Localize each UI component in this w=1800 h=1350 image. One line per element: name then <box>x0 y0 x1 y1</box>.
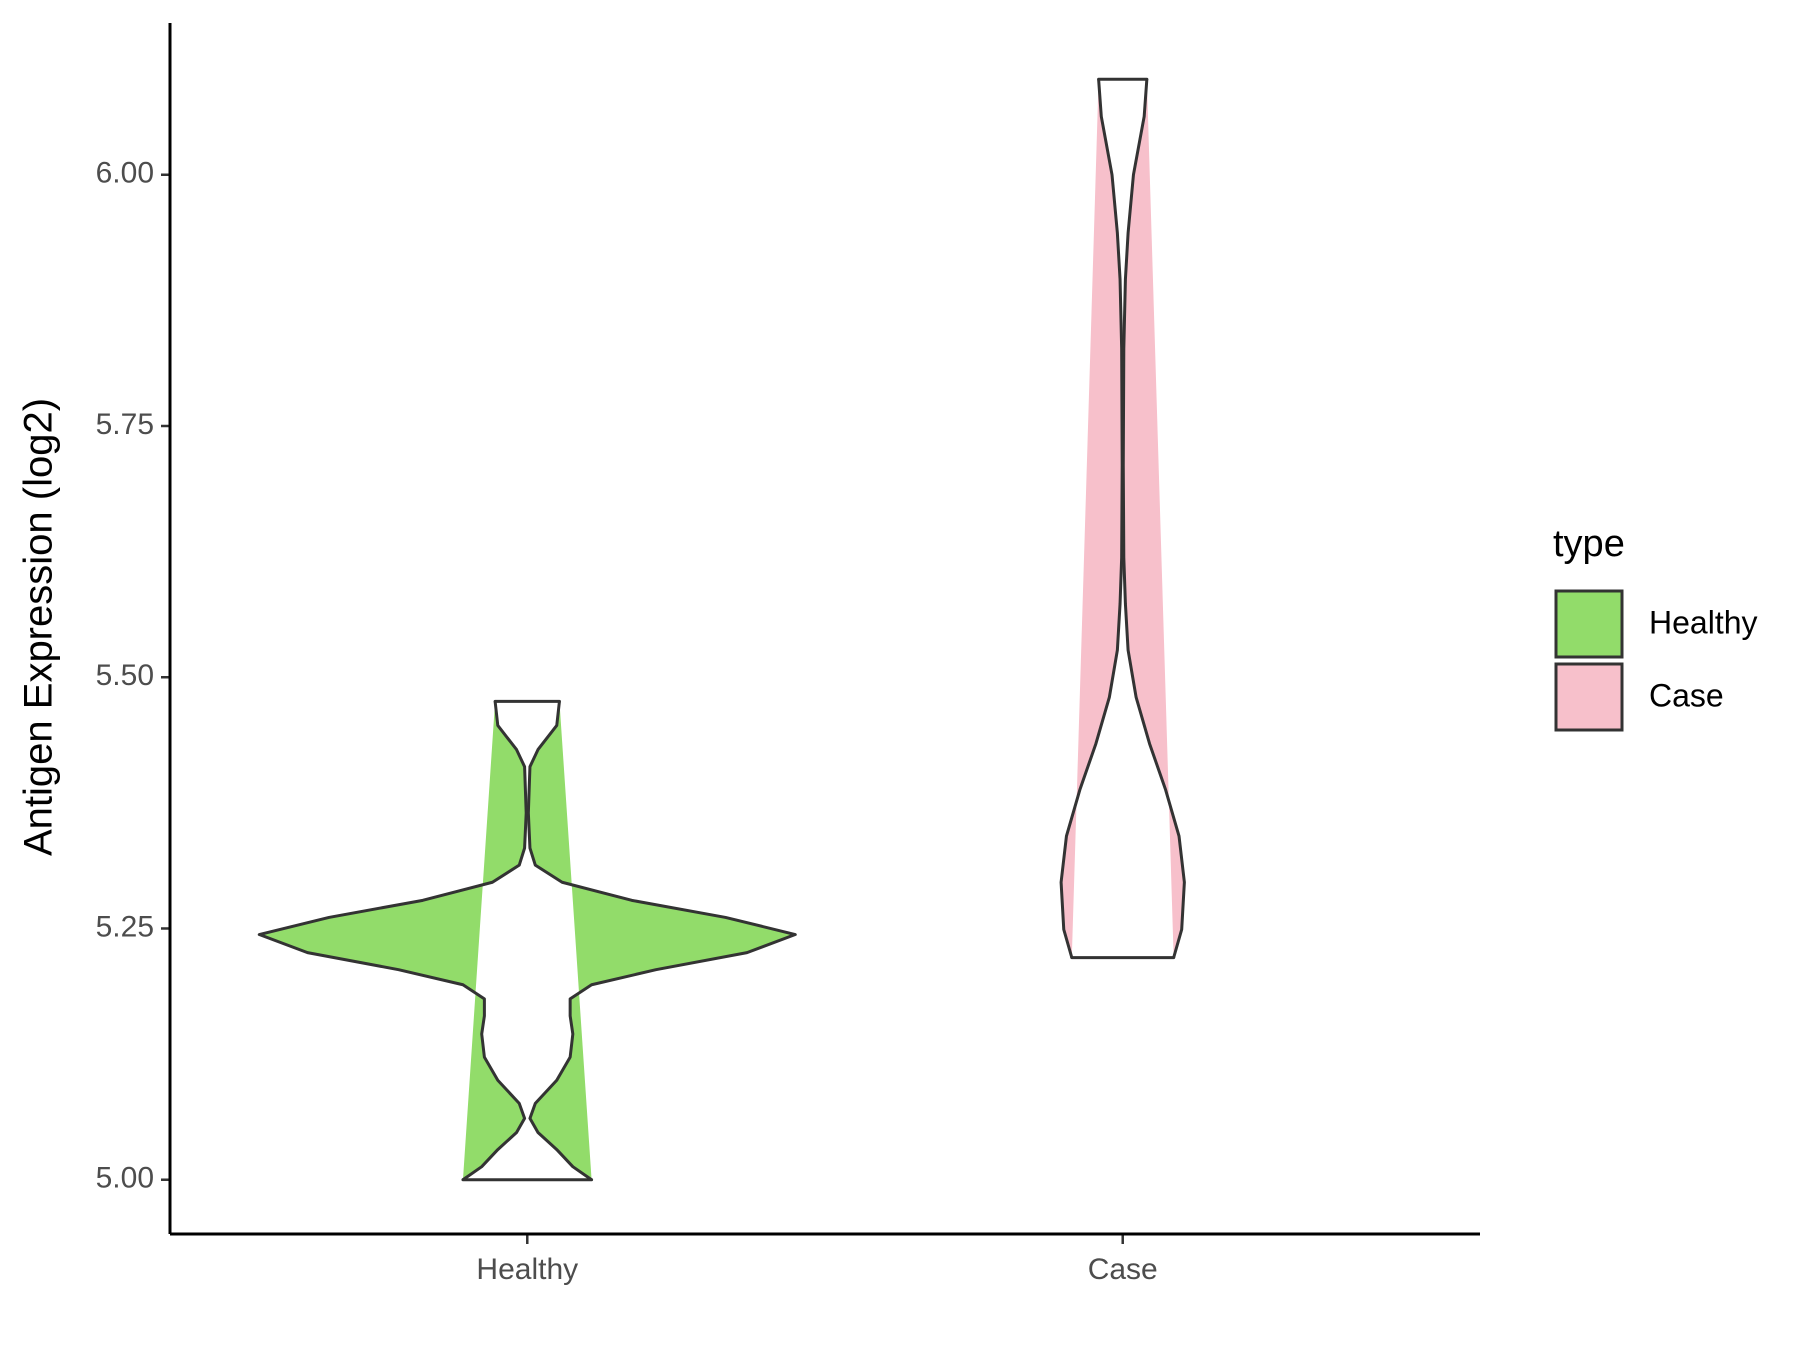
legend-label: Case <box>1649 677 1724 713</box>
violin-half <box>1061 79 1123 958</box>
violin-half <box>528 701 796 1180</box>
x-tick-label: Healthy <box>476 1253 578 1286</box>
violin-outline <box>1059 79 1124 959</box>
legend-title: type <box>1553 523 1625 565</box>
y-tick-label: 5.75 <box>96 408 154 441</box>
violin-half <box>1123 79 1185 958</box>
violin-half <box>259 701 527 1180</box>
legend-key <box>1554 662 1624 732</box>
violin-outline <box>257 701 528 1181</box>
violin-outline <box>1121 79 1186 959</box>
y-tick-label: 5.50 <box>96 659 154 692</box>
violin-outline <box>526 701 797 1181</box>
y-tick-label: 5.25 <box>96 910 154 943</box>
legend-label: Healthy <box>1649 604 1758 640</box>
legend-key <box>1554 589 1624 659</box>
y-tick-label: 6.00 <box>96 157 154 190</box>
y-tick-label: 5.00 <box>96 1162 154 1195</box>
y-axis-title: Antigen Expression (log2) <box>17 398 61 856</box>
x-tick-label: Case <box>1088 1253 1158 1286</box>
